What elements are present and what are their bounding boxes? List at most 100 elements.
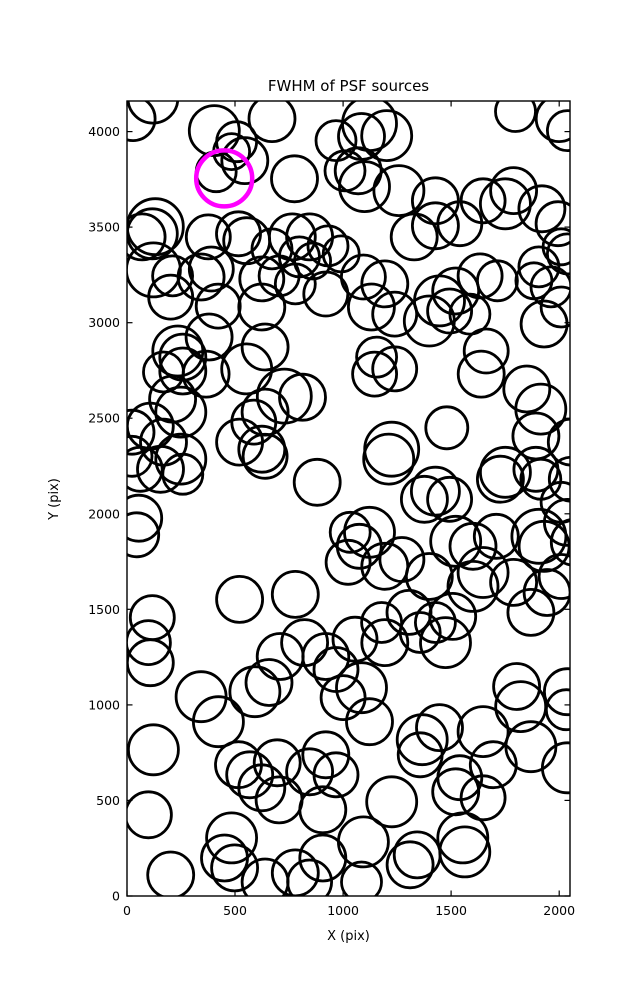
psf-source-marker bbox=[335, 661, 388, 715]
psf-source-marker bbox=[127, 511, 161, 559]
psf-source-marker bbox=[459, 774, 507, 822]
psf-source-marker bbox=[127, 101, 180, 125]
ticks-group: 0 500 1000 1500 2000 0 500 1000 1500 2000 2500 3000… bbox=[88, 101, 575, 918]
psf-source-marker bbox=[324, 538, 372, 586]
y-tick-label: 3000 bbox=[88, 315, 120, 330]
psf-source-marker bbox=[136, 444, 185, 494]
x-tick-label: 2000 bbox=[543, 903, 575, 918]
psf-source-marker bbox=[314, 119, 358, 163]
psf-source-marker bbox=[537, 553, 570, 600]
psf-source-marker bbox=[506, 588, 556, 637]
psf-source-marker bbox=[252, 738, 302, 788]
psf-source-marker bbox=[333, 146, 383, 196]
psf-source-marker bbox=[215, 575, 265, 624]
psf-source-marker bbox=[468, 740, 518, 790]
psf-source-marker bbox=[371, 345, 419, 393]
psf-source-marker bbox=[514, 382, 568, 436]
psf-source-marker bbox=[151, 254, 195, 298]
psf-source-marker bbox=[362, 432, 416, 486]
psf-source-marker bbox=[472, 512, 520, 560]
psf-source-marker bbox=[127, 493, 164, 543]
psf-source-marker bbox=[415, 703, 464, 752]
psf-source-marker bbox=[292, 457, 342, 507]
psf-source-marker bbox=[424, 405, 470, 451]
psf-source-marker bbox=[301, 730, 351, 780]
psf-source-marker bbox=[546, 109, 570, 152]
psf-source-marker bbox=[237, 282, 287, 332]
psf-source-marker bbox=[220, 342, 274, 396]
chart-title: FWHM of PSF sources bbox=[268, 77, 429, 95]
psf-source-marker bbox=[413, 601, 457, 644]
x-tick-label: 0 bbox=[123, 903, 131, 918]
psf-source-marker bbox=[298, 785, 348, 835]
psf-source-marker bbox=[338, 160, 391, 214]
psf-source-marker bbox=[543, 667, 570, 717]
y-tick-label: 500 bbox=[96, 793, 120, 808]
psf-source-marker bbox=[549, 518, 570, 567]
psf-source-marker bbox=[541, 741, 570, 795]
psf-source-marker bbox=[147, 273, 195, 321]
psf-source-marker bbox=[293, 241, 333, 281]
y-tick-label: 2500 bbox=[88, 411, 120, 426]
psf-source-marker bbox=[462, 327, 510, 375]
psf-source-marker bbox=[127, 619, 172, 666]
psf-source-marker bbox=[502, 364, 552, 414]
psf-source-marker bbox=[339, 253, 387, 301]
y-tick-label: 0 bbox=[112, 889, 120, 904]
psf-source-marker bbox=[312, 751, 360, 799]
psf-source-marker bbox=[426, 287, 474, 335]
psf-source-marker bbox=[392, 830, 442, 880]
psf-source-marker bbox=[220, 136, 270, 186]
psf-source-marker bbox=[187, 245, 235, 293]
psf-source-marker bbox=[395, 713, 449, 767]
y-tick-label: 1000 bbox=[88, 697, 120, 712]
psf-source-marker bbox=[215, 417, 265, 467]
psf-source-marker bbox=[343, 505, 396, 559]
psf-source-marker bbox=[270, 570, 320, 619]
x-tick-label: 1500 bbox=[435, 903, 467, 918]
psf-source-marker bbox=[534, 200, 570, 248]
psf-source-marker bbox=[158, 346, 208, 396]
psf-source-marker bbox=[191, 695, 245, 749]
psf-source-marker bbox=[127, 790, 173, 840]
psf-source-marker bbox=[426, 475, 474, 523]
psf-source-marker bbox=[475, 454, 525, 504]
psf-source-marker bbox=[385, 589, 433, 636]
psf-source-marker bbox=[336, 815, 390, 869]
psf-source-marker bbox=[389, 212, 439, 262]
psf-source-marker bbox=[547, 455, 570, 503]
psf-source-marker bbox=[184, 213, 232, 261]
psf-source-marker bbox=[230, 398, 278, 446]
psf-source-marker bbox=[402, 294, 456, 348]
psf-source-marker bbox=[429, 514, 483, 568]
psf-source-marker bbox=[228, 665, 282, 719]
psf-source-marker bbox=[478, 177, 532, 231]
psf-source-marker bbox=[543, 498, 570, 547]
psf-source-marker bbox=[546, 417, 570, 467]
psf-source-marker bbox=[529, 265, 570, 309]
y-tick-label: 4000 bbox=[88, 124, 120, 139]
psf-source-marker bbox=[448, 521, 498, 571]
psf-source-marker bbox=[351, 350, 399, 398]
psf-source-marker bbox=[372, 164, 426, 218]
psf-source-marker bbox=[346, 282, 396, 332]
psf-source-marker bbox=[489, 558, 538, 607]
psf-source-marker bbox=[328, 510, 372, 554]
y-tick-label: 1500 bbox=[88, 602, 120, 617]
psf-source-marker bbox=[154, 385, 208, 439]
psf-source-marker bbox=[431, 266, 481, 316]
psf-source-marker bbox=[456, 705, 510, 758]
psf-source-marker bbox=[544, 688, 570, 732]
psf-source-marker bbox=[539, 285, 570, 329]
psf-source-marker bbox=[181, 349, 231, 399]
psf-source-marker bbox=[161, 452, 205, 496]
psf-source-marker bbox=[404, 552, 454, 601]
psf-source-marker bbox=[240, 322, 290, 372]
psf-source-marker bbox=[244, 658, 294, 707]
psf-source-marker bbox=[345, 697, 394, 747]
psf-source-marker bbox=[127, 434, 154, 478]
axes-frame bbox=[126, 100, 571, 897]
psf-source-marker bbox=[360, 618, 410, 667]
